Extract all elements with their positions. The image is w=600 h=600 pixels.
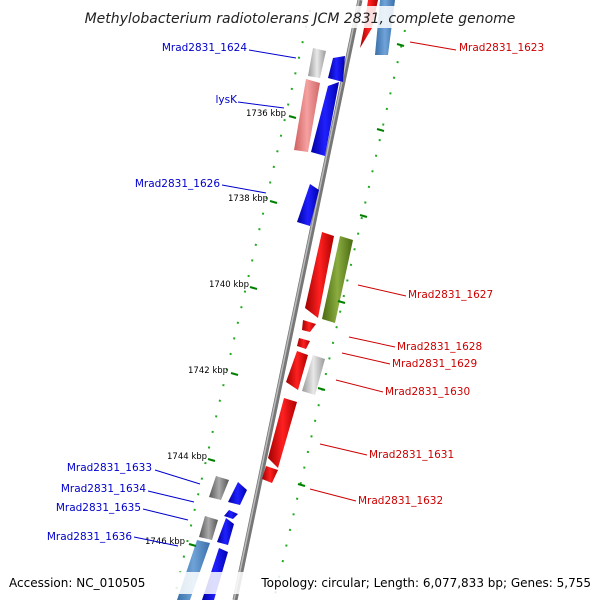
label-mrad2831-1627[interactable]: Mrad2831_1627 xyxy=(408,289,493,301)
genome-backbone-highlight xyxy=(233,0,360,600)
kbp-label-1736: 1736 kbp xyxy=(246,109,286,119)
label-mrad2831-1634[interactable]: Mrad2831_1634 xyxy=(61,483,146,495)
gene-mrad2831-1626[interactable] xyxy=(297,184,319,226)
genome-backbone xyxy=(232,0,363,600)
label-mrad2831-1630[interactable]: Mrad2831_1630 xyxy=(385,386,470,398)
kbp-labels: 1736 kbp 1738 kbp 1740 kbp 1742 kbp 1744… xyxy=(145,109,286,547)
gene-mrad2831-1632[interactable] xyxy=(262,466,278,483)
gene-mrad2831-1635[interactable] xyxy=(217,518,234,545)
label-mrad2831-1628[interactable]: Mrad2831_1628 xyxy=(397,341,482,353)
gene-mrad2831-1627[interactable] xyxy=(305,232,334,318)
kbp-label-1738: 1738 kbp xyxy=(228,194,268,204)
gene-mrad2831-1629[interactable] xyxy=(297,338,310,349)
gene-mrad2831-1631[interactable] xyxy=(268,398,297,468)
reverse-gene-labels: Mrad2831_1623 Mrad2831_1627 Mrad2831_162… xyxy=(358,42,544,507)
footer-backing xyxy=(0,572,600,594)
kbp-label-1746: 1746 kbp xyxy=(145,537,185,547)
forward-gene-labels: Mrad2831_1624 lysK Mrad2831_1626 Mrad283… xyxy=(47,42,247,543)
kbp-label-1740: 1740 kbp xyxy=(209,280,249,290)
gene-light-grey-mid[interactable] xyxy=(302,355,325,395)
topology-text: Topology: circular; Length: 6,077,833 bp… xyxy=(260,576,591,590)
misc-gene-features xyxy=(177,0,395,600)
gene-grey-1633[interactable] xyxy=(209,476,229,500)
gene-mrad2831-1624[interactable] xyxy=(328,56,345,82)
accession-text: Accession: NC_010505 xyxy=(9,576,145,590)
map-title: Methylobacterium radiotolerans JCM 2831,… xyxy=(85,11,516,27)
kbp-tick-marks xyxy=(188,43,405,547)
title-backing xyxy=(80,6,520,28)
label-mrad2831-1636[interactable]: Mrad2831_1636 xyxy=(47,531,132,543)
gene-mrad2831-1630[interactable] xyxy=(286,351,308,390)
label-mrad2831-1635[interactable]: Mrad2831_1635 xyxy=(56,502,141,514)
label-lysk[interactable]: lysK xyxy=(216,94,239,106)
inner-dotted-guide xyxy=(274,29,406,596)
gene-lysk-light-red[interactable] xyxy=(294,79,320,152)
forward-label-connectors xyxy=(133,49,297,547)
label-mrad2831-1631[interactable]: Mrad2831_1631 xyxy=(369,449,454,461)
kbp-label-1742: 1742 kbp xyxy=(188,366,228,376)
label-mrad2831-1623[interactable]: Mrad2831_1623 xyxy=(459,42,544,54)
label-mrad2831-1633[interactable]: Mrad2831_1633 xyxy=(67,462,152,474)
label-mrad2831-1626[interactable]: Mrad2831_1626 xyxy=(135,178,220,190)
label-mrad2831-1632[interactable]: Mrad2831_1632 xyxy=(358,495,443,507)
kbp-label-1744: 1744 kbp xyxy=(167,452,207,462)
reverse-label-connectors xyxy=(309,41,457,502)
outer-dotted-guide xyxy=(174,9,311,596)
forward-gene-features xyxy=(202,56,345,600)
gene-mrad2831-1634[interactable] xyxy=(228,482,247,505)
gene-olive[interactable] xyxy=(322,236,353,323)
gene-grey-1635[interactable] xyxy=(199,516,218,540)
gene-light-grey-top[interactable] xyxy=(308,48,326,78)
label-mrad2831-1624[interactable]: Mrad2831_1624 xyxy=(162,42,247,54)
gene-mrad2831-1628[interactable] xyxy=(302,320,316,332)
label-mrad2831-1629[interactable]: Mrad2831_1629 xyxy=(392,358,477,370)
gene-lysk-blue[interactable] xyxy=(311,82,339,156)
gene-mrad2831-1634b[interactable] xyxy=(224,510,238,519)
